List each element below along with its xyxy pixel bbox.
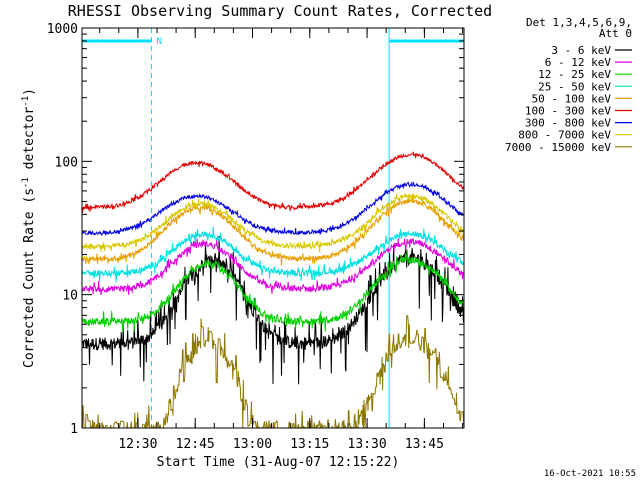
series-lines bbox=[81, 151, 465, 430]
x-tick-label-5: 13:45 bbox=[405, 437, 444, 452]
x-tick-label-3: 13:15 bbox=[290, 437, 329, 452]
legend-label-4: 50 - 100 keV bbox=[532, 92, 612, 105]
x-axis-label: Start Time (31-Aug-07 12:15:22) bbox=[157, 455, 400, 470]
y-axis-label-mid: detector bbox=[22, 107, 37, 178]
y-tick-label-0: 1 bbox=[70, 422, 78, 437]
y-axis-label-sup1: -1 bbox=[21, 177, 31, 188]
series-line-5 bbox=[81, 151, 465, 213]
legend-label-8: 7000 - 15000 keV bbox=[505, 141, 611, 154]
legend-label-2: 12 - 25 keV bbox=[538, 68, 611, 81]
y-axis-label: Corrected Count Rate (s-1 detector-1) bbox=[21, 88, 37, 368]
y-tick-label-3: 1000 bbox=[47, 22, 78, 37]
y-tick-label-2: 100 bbox=[55, 155, 78, 170]
detector-header-line1: Det 1,3,4,5,6,9, bbox=[526, 16, 632, 29]
series-line-4 bbox=[82, 193, 465, 266]
y-axis-label-sup2: -1 bbox=[21, 96, 31, 107]
series-line-7 bbox=[81, 192, 465, 253]
observing-intervals: N bbox=[82, 28, 464, 428]
chart-title: RHESSI Observing Summary Count Rates, Co… bbox=[68, 2, 492, 20]
x-axis: 12:30 12:45 13:00 13:15 13:30 13:45 bbox=[99, 28, 464, 452]
legend-label-5: 100 - 300 keV bbox=[525, 105, 611, 118]
x-tick-label-0: 12:30 bbox=[118, 437, 157, 452]
y-tick-label-1: 10 bbox=[62, 289, 78, 304]
interval-marker-0: N bbox=[157, 37, 162, 47]
legend-label-7: 800 - 7000 keV bbox=[518, 129, 611, 142]
y-axis-label-main: Corrected Count Rate (s bbox=[22, 188, 37, 368]
legend-label-3: 25 - 50 keV bbox=[538, 80, 611, 93]
series-line-2 bbox=[81, 249, 465, 333]
x-tick-label-2: 13:00 bbox=[233, 437, 272, 452]
legend-label-1: 6 - 12 keV bbox=[545, 56, 612, 69]
detector-header-line2: Att 0 bbox=[599, 27, 632, 40]
footer-date: 16-Oct-2021 10:55 bbox=[544, 469, 636, 479]
x-tick-label-1: 12:45 bbox=[176, 437, 215, 452]
y-axis-label-end: ) bbox=[22, 88, 37, 96]
series-line-1 bbox=[81, 237, 465, 296]
legend-label-0: 3 - 6 keV bbox=[551, 44, 611, 57]
series-line-3 bbox=[81, 226, 465, 283]
legend-label-6: 300 - 800 keV bbox=[525, 117, 611, 130]
plot-frame bbox=[81, 27, 465, 429]
series-line-6 bbox=[81, 181, 465, 236]
series-line-0 bbox=[81, 235, 465, 385]
y-axis: 1 10 100 1000 bbox=[47, 22, 464, 437]
x-tick-label-4: 13:30 bbox=[348, 437, 387, 452]
